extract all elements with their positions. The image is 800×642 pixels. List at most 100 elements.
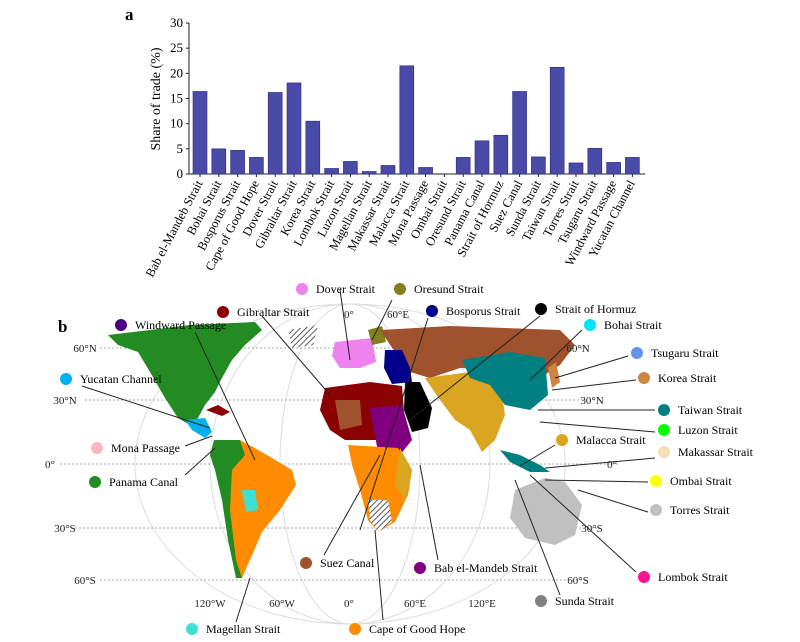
legend-dot	[89, 476, 101, 488]
legend-dot	[650, 475, 662, 487]
legend-dot	[658, 424, 670, 436]
legend-label: Panama Canal	[109, 475, 179, 489]
legend-label: Bab el-Mandeb Strait	[434, 561, 538, 575]
bar	[474, 140, 490, 175]
legend-item: Mona Passage	[91, 441, 180, 455]
bar	[249, 157, 264, 175]
china-region	[462, 352, 548, 410]
legend-dot	[394, 283, 406, 295]
east-africa-coast-region	[395, 448, 412, 500]
japan-region	[548, 362, 560, 388]
legend-label: Torres Strait	[670, 503, 730, 517]
legend-label: Korea Strait	[658, 371, 717, 385]
bar	[531, 156, 546, 175]
legend-label: Tsugaru Strait	[651, 346, 719, 360]
leader-line	[544, 479, 649, 483]
y-tick-label: 0	[177, 166, 184, 181]
legend-label: Bohai Strait	[604, 318, 662, 332]
legend-item: Bosporus Strait	[426, 304, 521, 318]
latitude-label: 30°N	[53, 395, 76, 407]
legend-dot	[349, 623, 361, 635]
leader-line	[81, 385, 211, 429]
leader-line	[544, 457, 656, 469]
legend-item: Torres Strait	[650, 503, 730, 517]
legend-dot	[650, 504, 662, 516]
hatched-greenland	[288, 325, 318, 348]
longitude-label: 0°	[344, 309, 354, 321]
europe-region	[332, 338, 376, 368]
world-map: 60°N 60°N 30°N 30°N 0° 0° 30°S 30°S 60°S 60°S 120…	[45, 282, 754, 636]
longitude-label: 120°E	[468, 598, 496, 610]
bosporus-region	[384, 350, 412, 384]
legend-dot	[414, 562, 426, 574]
legend-label: Sunda Strait	[555, 594, 615, 608]
leader-line	[261, 315, 331, 396]
legend-label: Magellan Strait	[206, 622, 281, 636]
leader-line	[529, 474, 637, 573]
bar	[305, 120, 321, 175]
legend-label: Makassar Strait	[678, 445, 754, 459]
bar	[324, 168, 339, 175]
legend-label: Luzon Strait	[678, 423, 738, 437]
bar	[493, 134, 509, 175]
legend-item: Oresund Strait	[394, 282, 484, 296]
bar	[455, 157, 471, 175]
latitude-label: 30°S	[581, 523, 603, 535]
latitude-label: 60°N	[566, 343, 589, 355]
legend-label: Gibraltar Strait	[237, 305, 310, 319]
legend-dot	[186, 623, 198, 635]
latitude-label: 60°N	[73, 343, 96, 355]
legend-label: Strait of Hormuz	[555, 302, 636, 316]
legend-item: Panama Canal	[89, 475, 179, 489]
bar	[267, 92, 283, 175]
bar	[568, 162, 584, 175]
legend-label: Suez Canal	[320, 556, 375, 570]
legend-item: Lombok Strait	[638, 570, 728, 584]
legend-dot	[115, 319, 127, 331]
leader-line	[514, 479, 561, 596]
legend-label: Oresund Strait	[414, 282, 484, 296]
legend-dot	[556, 434, 568, 446]
leader-line	[323, 454, 381, 556]
legend-item: Magellan Strait	[186, 622, 281, 636]
bar	[418, 167, 433, 175]
bar	[549, 66, 565, 175]
y-tick-label: 30	[170, 15, 183, 30]
legend-item: Gibraltar Strait	[217, 305, 310, 319]
latitude-label: 0°	[45, 459, 55, 471]
leader-line	[184, 447, 216, 476]
south-africa-region	[348, 445, 412, 532]
y-tick-label: 20	[170, 65, 183, 80]
latitude-label: 60°S	[567, 575, 589, 587]
y-tick-label: 15	[170, 91, 183, 106]
hatched-south-africa	[368, 500, 392, 532]
south-america-west-region	[210, 440, 245, 578]
legend-item: Dover Strait	[296, 282, 376, 296]
leader-line	[339, 289, 351, 361]
y-tick-label: 5	[177, 141, 184, 156]
legend-dot	[426, 305, 438, 317]
latitude-label: 60°S	[74, 575, 96, 587]
panel-a-label: a	[125, 5, 134, 24]
legend-label: Bosporus Strait	[446, 304, 521, 318]
australia-region	[510, 478, 582, 545]
central-america-region	[185, 418, 212, 438]
arabia-region	[404, 382, 432, 432]
y-axis-label: Share of trade (%)	[149, 47, 164, 150]
legend-label: Lombok Strait	[658, 570, 728, 584]
latitude-label: 30°N	[580, 395, 603, 407]
bar	[361, 171, 377, 175]
legend-dot	[658, 404, 670, 416]
legend-item: Ombai Strait	[650, 474, 732, 488]
leader-line	[374, 529, 384, 621]
y-tick-label: 10	[170, 116, 183, 131]
legend-item: Makassar Strait	[658, 445, 754, 459]
legend-dot	[638, 372, 650, 384]
legend-label: Yucatan Channel	[80, 372, 162, 386]
legend-item: Sunda Strait	[535, 594, 615, 608]
magellan-region	[242, 490, 258, 512]
leader-line	[359, 317, 429, 531]
legend-item: Luzon Strait	[658, 423, 738, 437]
bar	[399, 65, 415, 175]
